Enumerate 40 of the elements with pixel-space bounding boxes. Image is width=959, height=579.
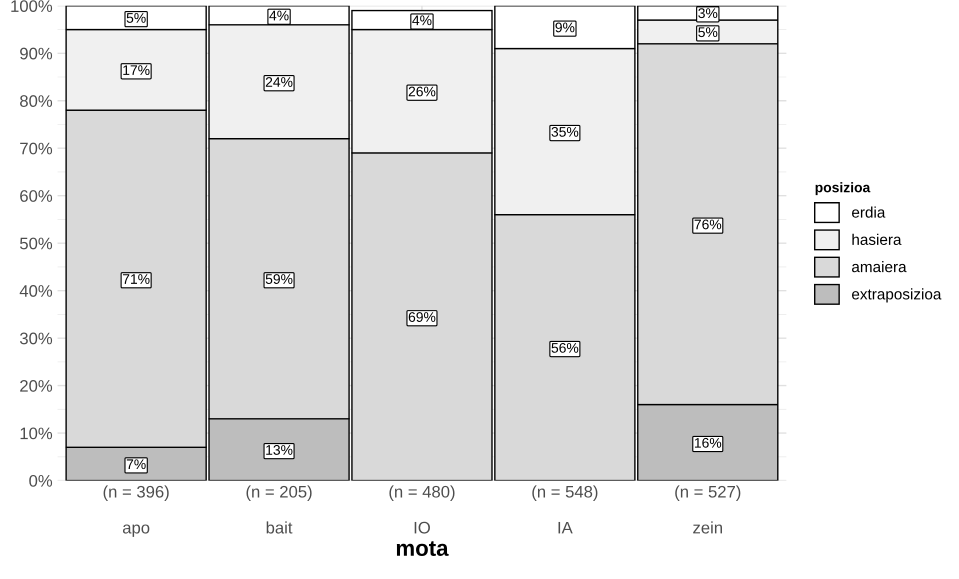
y-tick-label: 50% <box>20 238 52 250</box>
legend-label: hasiera <box>852 234 902 245</box>
category-label: (n = 480) IO <box>389 485 455 534</box>
data-label: 76% <box>694 220 722 230</box>
data-label: 3% <box>698 8 718 18</box>
data-label: 24% <box>266 77 292 87</box>
data-label: 69% <box>408 312 436 322</box>
category-label: (n = 548) IA <box>532 485 598 534</box>
category-label: (n = 396) apo <box>104 485 169 537</box>
data-label: 5% <box>126 13 146 23</box>
data-label: 13% <box>266 445 292 455</box>
legend-title: posizioa <box>816 182 870 196</box>
y-tick-label: 60% <box>20 190 52 202</box>
data-label: 35% <box>552 126 578 137</box>
data-label: 26% <box>408 86 436 96</box>
y-tick-label: 80% <box>20 95 52 107</box>
data-label: 9% <box>555 22 574 32</box>
data-label: 56% <box>552 342 578 353</box>
data-label: 7% <box>126 459 146 470</box>
legend-label: extraposizioa <box>852 288 942 303</box>
y-tick-label: 10% <box>20 427 52 440</box>
category-label: (n = 205) bait <box>246 485 312 534</box>
y-tick-label: 20% <box>20 380 52 392</box>
x-axis-title: mota <box>396 541 449 556</box>
category-label: (n = 527) zein <box>675 485 740 534</box>
data-label: 5% <box>698 27 718 38</box>
y-tick-label: 70% <box>20 142 52 154</box>
data-label: 59% <box>266 274 292 284</box>
data-label: 17% <box>123 65 150 75</box>
data-label: 4% <box>269 10 289 20</box>
legend-label: amaiera <box>852 261 907 272</box>
data-label: 71% <box>122 274 150 284</box>
y-tick-label: 0% <box>29 474 52 487</box>
data-label: 16% <box>694 438 722 448</box>
y-tick-label: 100% <box>11 0 52 12</box>
legend-label: erdia <box>852 206 886 218</box>
y-tick-label: 30% <box>20 332 52 344</box>
y-tick-label: 90% <box>20 48 52 60</box>
data-label: 4% <box>412 15 432 26</box>
y-tick-label: 40% <box>20 285 52 297</box>
